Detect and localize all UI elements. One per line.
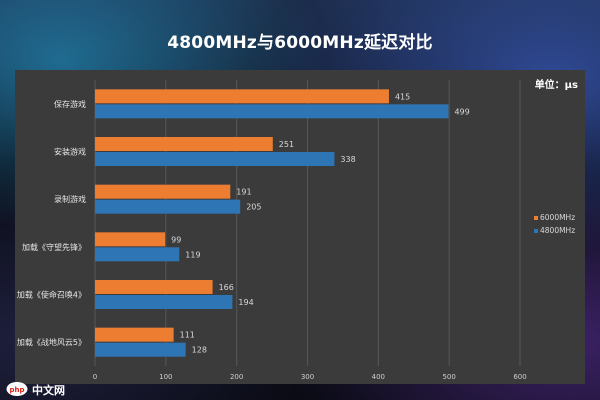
bar-4800MHz [95,342,186,357]
legend-label: 4800MHz [540,226,575,235]
bar-4800MHz [95,295,233,309]
data-label: 251 [279,140,294,149]
bar-6000MHz [95,327,174,342]
bar-4800MHz [95,247,180,262]
category-label: 加载《守望先锋》 [22,242,86,252]
legend-label: 6000MHz [540,213,575,222]
x-tick-label: 600 [513,373,526,381]
data-label: 191 [236,188,251,197]
data-label: 128 [192,346,207,355]
category-label: 保存游戏 [54,99,86,109]
data-label: 99 [171,235,181,244]
data-label: 119 [185,250,200,259]
bar-4800MHz [95,199,241,214]
data-label: 166 [219,283,234,292]
category-label: 安装游戏 [54,147,86,157]
x-tick-label: 200 [230,373,243,381]
bar-6000MHz [95,137,273,151]
bar-6000MHz [95,184,231,199]
unit-label: 单位：μs [535,78,578,91]
category-label: 加载《使命召唤4》 [17,290,86,300]
php-logo-icon: php [6,382,28,396]
x-tick-label: 300 [301,373,314,381]
x-tick-label: 500 [442,373,455,381]
data-label: 499 [454,107,469,116]
data-label: 415 [395,92,410,101]
chart-title: 4800MHz与6000MHz延迟对比 [167,33,433,53]
legend-swatch [534,229,538,233]
watermark-text: 中文网 [32,384,65,397]
category-label: 录制游戏 [54,194,86,204]
legend-swatch [534,216,538,220]
data-label: 205 [246,203,261,212]
category-label: 加载《战地风云5》 [17,337,86,347]
bar-6000MHz [95,89,389,104]
svg-text:php: php [9,386,24,394]
data-label: 111 [180,331,195,340]
bar-chart: 0 100 200 300 400 500 600 保存游戏 415 499 安装游戏 251 338 录… [17,78,578,381]
bar-6000MHz [95,280,213,294]
x-tick-label: 100 [159,373,172,381]
data-label: 194 [238,298,253,307]
bar-4800MHz [95,104,449,119]
bar-6000MHz [95,232,166,247]
x-tick-label: 400 [372,373,385,381]
data-label: 338 [340,155,355,164]
bar-4800MHz [95,152,335,166]
x-tick-label: 0 [93,373,97,381]
